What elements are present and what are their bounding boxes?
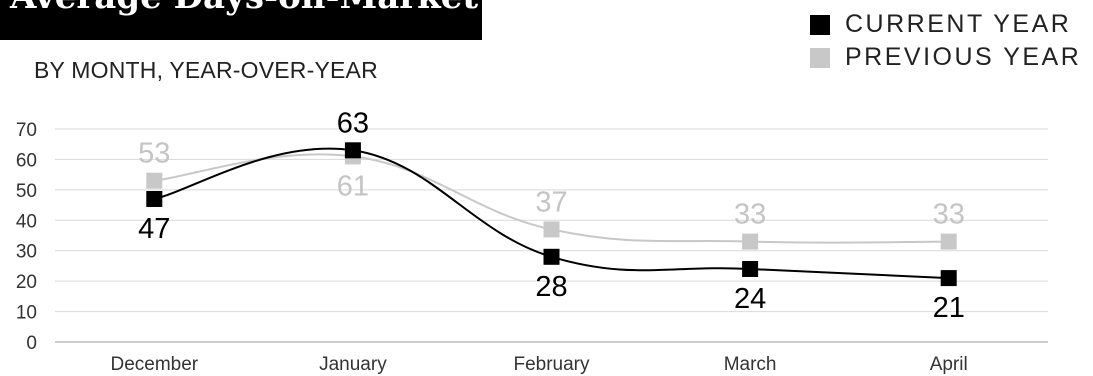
y-tick-label: 70 [16,120,37,141]
chart-title: Average Days-on-Market [10,0,478,17]
data-label-current-year: 28 [535,271,567,303]
y-tick-label: 40 [16,211,37,232]
point-current-year [543,248,560,265]
point-current-year [940,270,957,287]
legend-item-current-year: CURRENT YEAR [810,8,1081,41]
data-label-previous-year: 53 [138,138,170,170]
data-label-current-year: 21 [933,292,965,324]
data-label-previous-year: 37 [535,186,567,218]
y-tick-label: 0 [26,333,37,354]
legend-label-current-year: CURRENT YEAR [845,10,1072,38]
point-current-year [344,142,361,159]
legend-swatch-current-year [810,14,830,35]
x-tick-label: January [319,354,387,375]
data-label-previous-year: 61 [337,170,369,202]
point-previous-year [940,233,957,250]
data-label-current-year: 47 [138,213,170,245]
x-tick-label: March [724,354,777,375]
legend-swatch-previous-year [810,47,830,68]
data-label-current-year: 63 [337,107,369,139]
legend: CURRENT YEAR PREVIOUS YEAR [810,8,1081,74]
point-previous-year [543,221,560,238]
title-banner: Average Days-on-Market [0,0,482,40]
y-tick-label: 20 [16,272,37,293]
y-tick-label: 30 [16,242,37,263]
x-tick-label: April [930,354,968,375]
chart-subtitle: BY MONTH, YEAR-OVER-YEAR [34,57,378,83]
legend-item-previous-year: PREVIOUS YEAR [810,41,1081,74]
data-label-current-year: 24 [734,283,766,315]
point-previous-year [742,233,759,250]
y-tick-label: 60 [16,150,37,171]
point-current-year [742,260,759,277]
x-tick-label: February [513,354,590,375]
y-tick-label: 50 [16,181,37,202]
legend-label-previous-year: PREVIOUS YEAR [845,43,1082,71]
x-tick-label: December [110,354,198,375]
point-previous-year [146,172,163,189]
point-current-year [146,190,163,207]
data-label-previous-year: 33 [933,199,965,231]
y-tick-label: 10 [16,303,37,324]
data-label-previous-year: 33 [734,199,766,231]
